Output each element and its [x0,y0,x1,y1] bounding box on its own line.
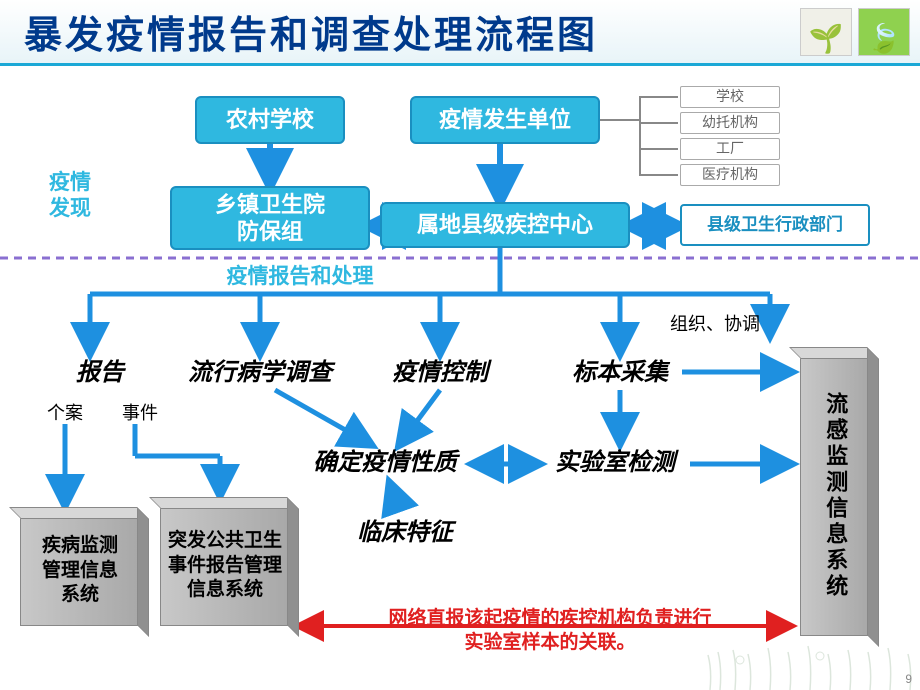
title-icons: 🌱 🍃 [800,8,910,56]
label: 标本采集 [572,358,668,388]
pillar-phe-sys: 突发公共卫生 事件报告管理 信息系统 [160,506,290,626]
node-epi-invest: 流行病学调查 [175,356,345,390]
label: 属地县级疾控中心 [417,211,593,239]
sub-event: 事件 [115,401,165,425]
unit-type-3: 医疗机构 [680,164,780,186]
label: 疾病监测 管理信息 系统 [42,534,118,608]
pillar-flu-sys: 流感监测信息系统 [800,356,870,636]
sub-case: 个案 [40,401,90,425]
node-county-cdc: 属地县级疾控中心 [380,202,630,248]
unit-type-1: 幼托机构 [680,112,780,134]
label: 农村学校 [226,106,314,134]
node-clinical: 临床特征 [345,516,465,550]
label: 报告 [76,358,124,388]
title-bar: 暴发疫情报告和调查处理流程图 🌱 🍃 [0,0,920,66]
leaf-icon: 🍃 [858,8,910,56]
section-coord: 组织、协调 [650,311,780,337]
unit-type-0: 学校 [680,86,780,108]
label: 个案 [47,402,83,425]
section-discover: 疫情 发现 [40,166,100,226]
page-title: 暴发疫情报告和调查处理流程图 [24,4,598,59]
label-l1: 乡镇卫生院 [215,192,325,217]
label: 疫情控制 [392,358,488,388]
label: 学校 [716,88,744,106]
node-specimen: 标本采集 [560,356,680,390]
label: 疫情发生单位 [439,106,571,134]
node-township-health: 乡镇卫生院 防保组 [170,186,370,250]
label: 流行病学调查 [188,358,332,388]
unit-type-2: 工厂 [680,138,780,160]
label: 流感监测信息系统 [821,392,850,600]
label-l2: 防保组 [237,219,303,244]
slide-number: 9 [905,672,912,686]
label: 医疗机构 [702,166,758,184]
node-control: 疫情控制 [380,356,500,390]
label: 突发公共卫生 事件报告管理 信息系统 [168,529,282,603]
label: 疫情 发现 [49,170,91,223]
pillar-disease-sys: 疾病监测 管理信息 系统 [20,516,140,626]
line1: 网络直报该起疫情的疾控机构负责进行 [388,608,711,629]
node-outbreak-unit: 疫情发生单位 [410,96,600,144]
grass-decoration-icon [700,640,920,690]
label: 临床特征 [357,518,453,548]
node-determine: 确定疫情性质 [300,446,470,480]
label: 工厂 [716,140,744,158]
line2: 实验室样本的关联。 [464,632,635,653]
label: 县级卫生行政部门 [707,214,843,235]
label: 组织、协调 [670,313,760,336]
label: 实验室检测 [555,448,675,478]
node-rural-school: 农村学校 [195,96,345,144]
label: 确定疫情性质 [313,448,457,478]
node-report: 报告 [60,356,140,390]
label: 幼托机构 [702,114,758,132]
section-report-proc: 疫情报告和处理 [200,262,400,292]
sprout-icon: 🌱 [800,8,852,56]
label: 事件 [122,402,158,425]
node-lab-test: 实验室检测 [540,446,690,480]
node-county-health-admin: 县级卫生行政部门 [680,204,870,246]
label: 疫情报告和处理 [227,264,374,290]
diagram-canvas: 农村学校 疫情发生单位 乡镇卫生院 防保组 属地县级疾控中心 县级卫生行政部门 … [0,66,920,690]
